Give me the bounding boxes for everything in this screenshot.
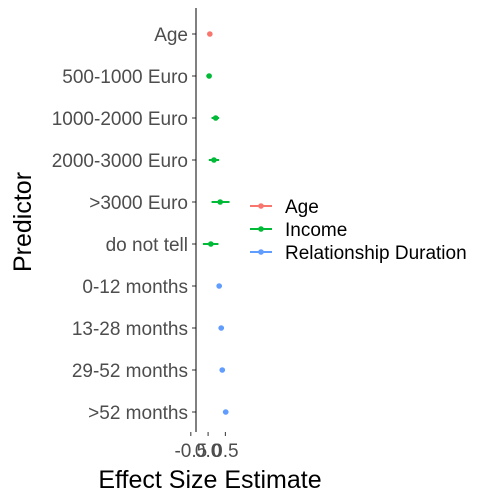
x-axis-tick-labels: -0.50.00.5 [174, 441, 238, 462]
x-tick-label: -0.5 [174, 441, 207, 462]
data-marks [202, 31, 230, 415]
y-tick-label: 2000-3000 Euro [52, 151, 188, 172]
data-point [222, 409, 229, 415]
x-tick-label: 0.0 [195, 441, 221, 462]
x-axis-title: Effect Size Estimate [98, 466, 321, 494]
data-point [207, 31, 213, 37]
y-tick-label: Age [154, 25, 188, 46]
data-point [211, 157, 217, 163]
y-tick-label: 1000-2000 Euro [52, 109, 188, 130]
data-point [217, 199, 223, 205]
legend-label: Age [285, 197, 319, 218]
legend-key-point [258, 203, 264, 209]
data-point [208, 241, 214, 247]
x-axis-ticks [190, 432, 226, 436]
legend-label: Relationship Duration [285, 243, 467, 264]
data-point [216, 283, 222, 289]
y-tick-label: >52 months [88, 403, 188, 424]
data-point [206, 73, 212, 79]
y-tick-label: >3000 Euro [89, 193, 188, 214]
y-tick-label: 500-1000 Euro [62, 67, 188, 88]
y-tick-label: 13-28 months [72, 319, 188, 340]
y-tick-label: 0-12 months [82, 277, 188, 298]
data-point [219, 367, 226, 373]
y-axis-tick-labels: Age 500-1000 Euro 1000-2000 Euro 2000-3000 … [52, 25, 188, 424]
data-point [218, 325, 225, 331]
y-tick-label: 29-52 months [72, 361, 188, 382]
legend-key-point [258, 226, 264, 232]
data-point [212, 115, 219, 121]
y-axis-title: Predictor [9, 172, 37, 272]
legend-label: Income [285, 220, 347, 241]
x-tick-label: 0.5 [212, 441, 238, 462]
y-tick-label: do not tell [106, 235, 188, 256]
legend-key-point [258, 249, 264, 255]
y-axis-ticks [192, 33, 196, 413]
